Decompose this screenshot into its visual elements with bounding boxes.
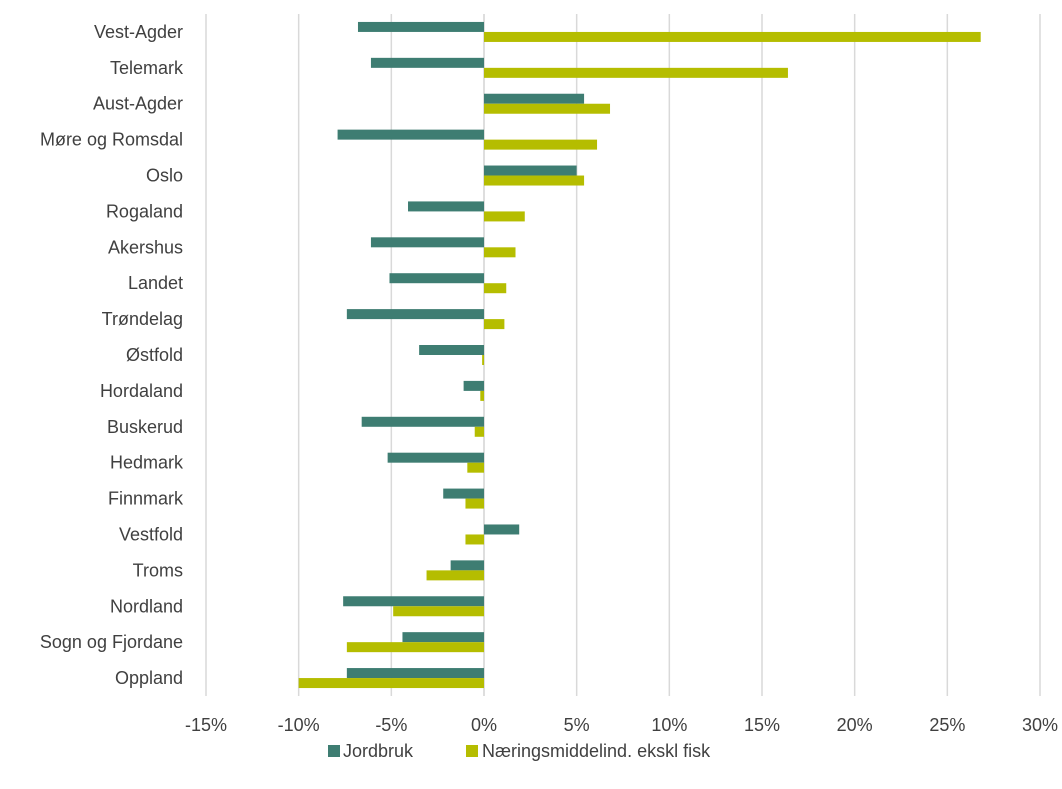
bar-naeringsmiddelind-ekskl-fisk-vestfold — [465, 534, 484, 545]
bar-naeringsmiddelind-ekskl-fisk-more-og-romsdal — [484, 139, 598, 150]
bar-jordbruk-sogn-og-fjordane — [402, 632, 484, 643]
category-label: Nordland — [110, 596, 183, 616]
legend-label-jordbruk: Jordbruk — [343, 741, 414, 761]
legend-swatch-jordbruk — [328, 745, 340, 757]
category-label: Vestfold — [119, 524, 183, 544]
bar-naeringsmiddelind-ekskl-fisk-vest-agder — [484, 31, 981, 42]
category-label: Aust-Agder — [93, 94, 183, 114]
bar-jordbruk-vestfold — [484, 524, 520, 535]
bar-naeringsmiddelind-ekskl-fisk-oslo — [484, 175, 585, 186]
category-label: Oslo — [146, 166, 183, 186]
category-label: Hordaland — [100, 381, 183, 401]
bar-jordbruk-vest-agder — [357, 21, 484, 32]
category-label: Møre og Romsdal — [40, 130, 183, 150]
x-tick-label: -10% — [278, 715, 320, 735]
x-tick-label: 15% — [744, 715, 780, 735]
category-label: Sogn og Fjordane — [40, 632, 183, 652]
bar-jordbruk-trondelag — [346, 309, 484, 320]
x-tick-labels: -15% -10% -5% 0% 5% 10% 15% 20% 25% 30% — [185, 715, 1058, 735]
bar-jordbruk-landet — [389, 273, 484, 284]
bar-naeringsmiddelind-ekskl-fisk-akershus — [484, 247, 516, 258]
category-label: Akershus — [108, 237, 183, 257]
bars — [298, 21, 981, 689]
bar-naeringsmiddelind-ekskl-fisk-troms — [426, 570, 484, 581]
category-label: Landet — [128, 273, 183, 293]
x-tick-label: 20% — [837, 715, 873, 735]
bar-jordbruk-akershus — [370, 237, 484, 248]
gridlines — [205, 14, 1041, 696]
x-tick-label: 30% — [1022, 715, 1058, 735]
legend-swatch-naeringsmiddelind — [466, 745, 478, 757]
category-label: Troms — [133, 560, 183, 580]
bar-naeringsmiddelind-ekskl-fisk-buskerud — [474, 426, 484, 437]
bar-naeringsmiddelind-ekskl-fisk-finnmark — [465, 498, 484, 509]
x-tick-label: 0% — [471, 715, 497, 735]
category-label: Finnmark — [108, 489, 184, 509]
bar-jordbruk-finnmark — [443, 488, 484, 499]
legend-label-naeringsmiddelind: Næringsmiddelind. ekskl fisk — [482, 741, 711, 761]
x-tick-label: 5% — [564, 715, 590, 735]
category-label: Østfold — [126, 345, 183, 365]
bar-jordbruk-troms — [450, 560, 484, 571]
category-label: Vest-Agder — [94, 22, 183, 42]
bar-jordbruk-ostfold — [419, 345, 484, 355]
bar-naeringsmiddelind-ekskl-fisk-ostfold — [482, 355, 484, 365]
category-labels: Vest-Agder Telemark Aust-Agder Møre og Roms… — [40, 22, 184, 688]
bar-naeringsmiddelind-ekskl-fisk-hedmark — [467, 462, 484, 473]
category-label: Oppland — [115, 668, 183, 688]
category-label: Hedmark — [110, 453, 184, 473]
bar-naeringsmiddelind-ekskl-fisk-rogaland — [484, 211, 525, 222]
bar-jordbruk-oppland — [346, 668, 484, 679]
bar-jordbruk-nordland — [343, 596, 484, 607]
x-tick-label: -15% — [185, 715, 227, 735]
bar-jordbruk-hedmark — [387, 452, 484, 463]
bar-naeringsmiddelind-ekskl-fisk-sogn-og-fjordane — [346, 642, 484, 653]
bar-naeringsmiddelind-ekskl-fisk-hordaland — [480, 390, 484, 401]
bar-jordbruk-more-og-romsdal — [337, 129, 484, 140]
bar-naeringsmiddelind-ekskl-fisk-aust-agder — [484, 103, 611, 114]
category-label: Telemark — [110, 58, 184, 78]
x-tick-label: 10% — [651, 715, 687, 735]
bar-naeringsmiddelind-ekskl-fisk-trondelag — [484, 319, 505, 330]
bar-jordbruk-aust-agder — [484, 93, 585, 104]
bar-naeringsmiddelind-ekskl-fisk-telemark — [484, 67, 788, 78]
bar-naeringsmiddelind-ekskl-fisk-oppland — [298, 678, 484, 689]
bar-jordbruk-rogaland — [408, 201, 484, 212]
bar-naeringsmiddelind-ekskl-fisk-nordland — [393, 606, 484, 617]
x-tick-label: -5% — [375, 715, 407, 735]
bar-jordbruk-hordaland — [463, 380, 484, 391]
bar-jordbruk-telemark — [370, 57, 484, 68]
category-label: Trøndelag — [102, 309, 183, 329]
bar-jordbruk-oslo — [484, 165, 577, 176]
bar-jordbruk-buskerud — [361, 416, 484, 427]
bar-naeringsmiddelind-ekskl-fisk-landet — [484, 283, 507, 294]
legend: Jordbruk Næringsmiddelind. ekskl fisk — [328, 741, 711, 761]
x-tick-label: 25% — [929, 715, 965, 735]
category-label: Rogaland — [106, 201, 183, 221]
category-label: Buskerud — [107, 417, 183, 437]
